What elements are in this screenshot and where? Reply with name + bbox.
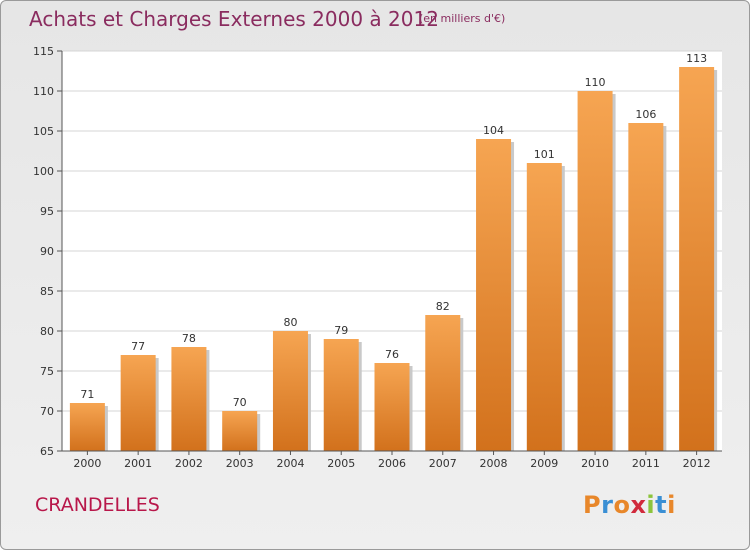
bar: [171, 347, 207, 451]
bar: [679, 67, 715, 451]
bar-value-label: 113: [686, 52, 707, 65]
brand-logo: Proxiti: [583, 491, 676, 519]
bar: [628, 123, 664, 451]
bar-value-label: 80: [283, 316, 297, 329]
x-tick-label: 2003: [226, 457, 254, 470]
bar: [526, 163, 562, 451]
bar-value-label: 106: [635, 108, 656, 121]
bar: [272, 331, 308, 451]
bar: [577, 91, 613, 451]
bar-value-label: 71: [80, 388, 94, 401]
bar-value-label: 76: [385, 348, 399, 361]
y-tick-label: 95: [40, 205, 54, 218]
bar-value-label: 77: [131, 340, 145, 353]
y-tick-label: 115: [33, 45, 54, 58]
x-tick-label: 2009: [530, 457, 558, 470]
x-tick-label: 2010: [581, 457, 609, 470]
bar-value-label: 78: [182, 332, 196, 345]
x-tick-label: 2007: [429, 457, 457, 470]
brand-logo-letter: o: [613, 491, 631, 519]
brand-logo-letter: i: [667, 491, 676, 519]
bar-value-label: 101: [534, 148, 555, 161]
x-tick-label: 2011: [632, 457, 660, 470]
y-tick-label: 65: [40, 445, 54, 458]
x-tick-label: 2004: [276, 457, 304, 470]
y-tick-label: 90: [40, 245, 54, 258]
x-tick-label: 2006: [378, 457, 406, 470]
x-tick-label: 2000: [73, 457, 101, 470]
y-tick-label: 100: [33, 165, 54, 178]
y-tick-label: 70: [40, 405, 54, 418]
y-tick-label: 80: [40, 325, 54, 338]
chart-subtitle: (en milliers d'€): [419, 12, 506, 25]
y-tick-label: 105: [33, 125, 54, 138]
y-tick-label: 110: [33, 85, 54, 98]
y-tick-label: 75: [40, 365, 54, 378]
x-tick-label: 2002: [175, 457, 203, 470]
brand-logo-letter: r: [601, 491, 614, 519]
bar-value-label: 79: [334, 324, 348, 337]
chart-title: Achats et Charges Externes 2000 à 2012: [29, 7, 439, 31]
brand-logo-letter: i: [646, 491, 656, 519]
bar-value-label: 110: [585, 76, 606, 89]
x-tick-label: 2005: [327, 457, 355, 470]
bar: [323, 339, 359, 451]
y-tick-label: 85: [40, 285, 54, 298]
bar: [476, 139, 512, 451]
x-tick-label: 2008: [480, 457, 508, 470]
bar-value-label: 82: [436, 300, 450, 313]
brand-logo-letter: P: [583, 491, 602, 519]
city-label: CRANDELLES: [35, 494, 160, 516]
bars: 71 77 78 70 80 79 76 82 104 101 110 106 113: [69, 52, 718, 451]
brand-logo-letter: t: [655, 491, 668, 519]
axes: 65 70 75 80 85 90 95 100 105 110 115 2000 2001 2002 20…: [33, 45, 722, 470]
bar: [69, 403, 105, 451]
x-tick-label: 2012: [683, 457, 711, 470]
x-tick-label: 2001: [124, 457, 152, 470]
brand-logo-letter: x: [630, 491, 647, 519]
bar-value-label: 104: [483, 124, 504, 137]
bar: [425, 315, 461, 451]
bar-value-label: 70: [233, 396, 247, 409]
bar: [374, 363, 410, 451]
bar: [120, 355, 156, 451]
bar: [222, 411, 258, 451]
